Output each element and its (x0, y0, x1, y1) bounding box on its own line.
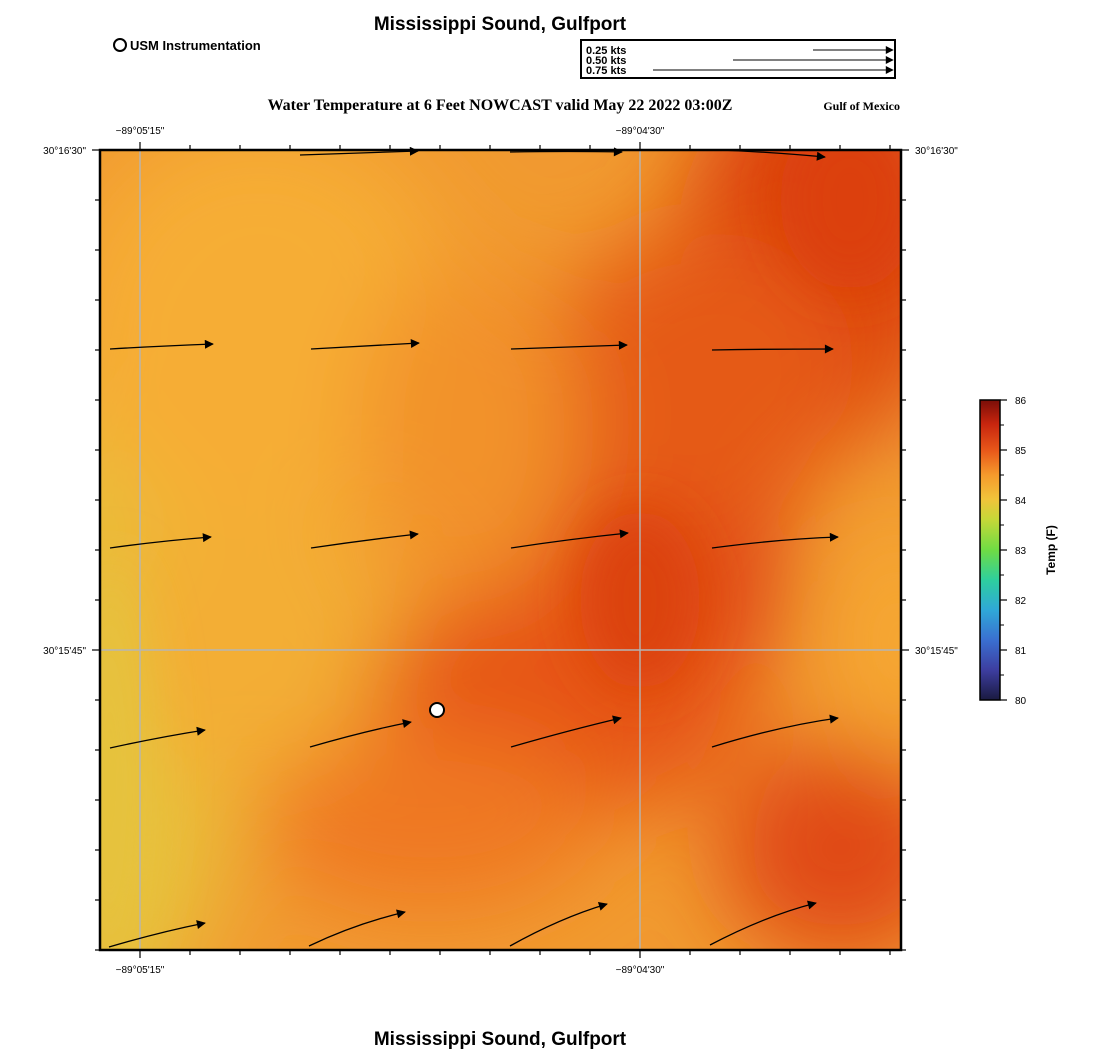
colorbar-tick-label: 85 (1015, 446, 1027, 457)
temperature-field (100, 150, 901, 950)
speed-legend-label: 0.75 kts (586, 65, 626, 77)
lat-tick-left-1: 30°16'30" (43, 146, 86, 157)
current-vector-arrow (109, 339, 214, 350)
current-vector-arrow (109, 726, 206, 749)
lat-tick-right-2: 30°15'45" (915, 646, 958, 657)
lat-tick-right-1: 30°16'30" (915, 146, 958, 157)
lon-tick-top-1: −89°05'15" (116, 126, 165, 137)
current-vectors (108, 146, 839, 948)
station-legend-label: USM Instrumentation (130, 38, 261, 53)
current-vector-arrow (510, 340, 628, 350)
frame-ticks (92, 142, 909, 958)
station-legend-icon (113, 38, 127, 52)
current-vector-arrow (509, 902, 608, 947)
current-vector-arrow (709, 900, 817, 946)
current-vector-arrow (510, 715, 622, 748)
speed-legend-label: 0.25 kts (586, 45, 626, 57)
current-vector-arrow (299, 146, 419, 156)
current-vector-arrow (509, 147, 623, 157)
current-vector-arrow (711, 532, 839, 549)
colorbar-tick-label: 80 (1015, 696, 1027, 707)
lat-tick-left-2: 30°15'45" (43, 646, 86, 657)
current-vector-arrow (310, 530, 419, 549)
colorbar-tick-label: 84 (1015, 496, 1027, 507)
colorbar-tick-label: 83 (1015, 546, 1027, 557)
current-vector-arrow (711, 344, 834, 354)
speed-legend-label: 0.50 kts (586, 55, 626, 67)
colorbar-gradient (979, 399, 1001, 701)
current-vector-arrow (719, 149, 826, 161)
map-subtitle: Water Temperature at 6 Feet NOWCAST vali… (268, 97, 733, 114)
colorbar: 86 85 84 83 82 81 80 Temp (F) (979, 396, 1058, 707)
current-vector-arrow (711, 714, 839, 748)
station-marker[interactable] (429, 702, 445, 718)
header-title: Mississippi Sound, Gulfport (374, 14, 627, 35)
colorbar-tick-label: 86 (1015, 396, 1027, 407)
current-vector-arrow (309, 719, 412, 748)
lon-tick-top-2: −89°04'30" (616, 126, 665, 137)
colorbar-label: Temp (F) (1044, 525, 1058, 575)
lon-tick-bottom-1: −89°05'15" (116, 965, 165, 976)
current-vector-arrow (510, 529, 629, 549)
region-label: Gulf of Mexico (823, 99, 900, 113)
current-vector-arrow (108, 920, 206, 948)
current-vector-arrow (310, 338, 420, 350)
current-vector-arrow (109, 533, 212, 549)
lon-tick-bottom-2: −89°04'30" (616, 965, 665, 976)
current-vector-arrow (308, 909, 406, 947)
colorbar-tick-label: 81 (1015, 646, 1027, 657)
footer-title: Mississippi Sound, Gulfport (374, 1029, 627, 1050)
colorbar-tick-label: 82 (1015, 596, 1027, 607)
